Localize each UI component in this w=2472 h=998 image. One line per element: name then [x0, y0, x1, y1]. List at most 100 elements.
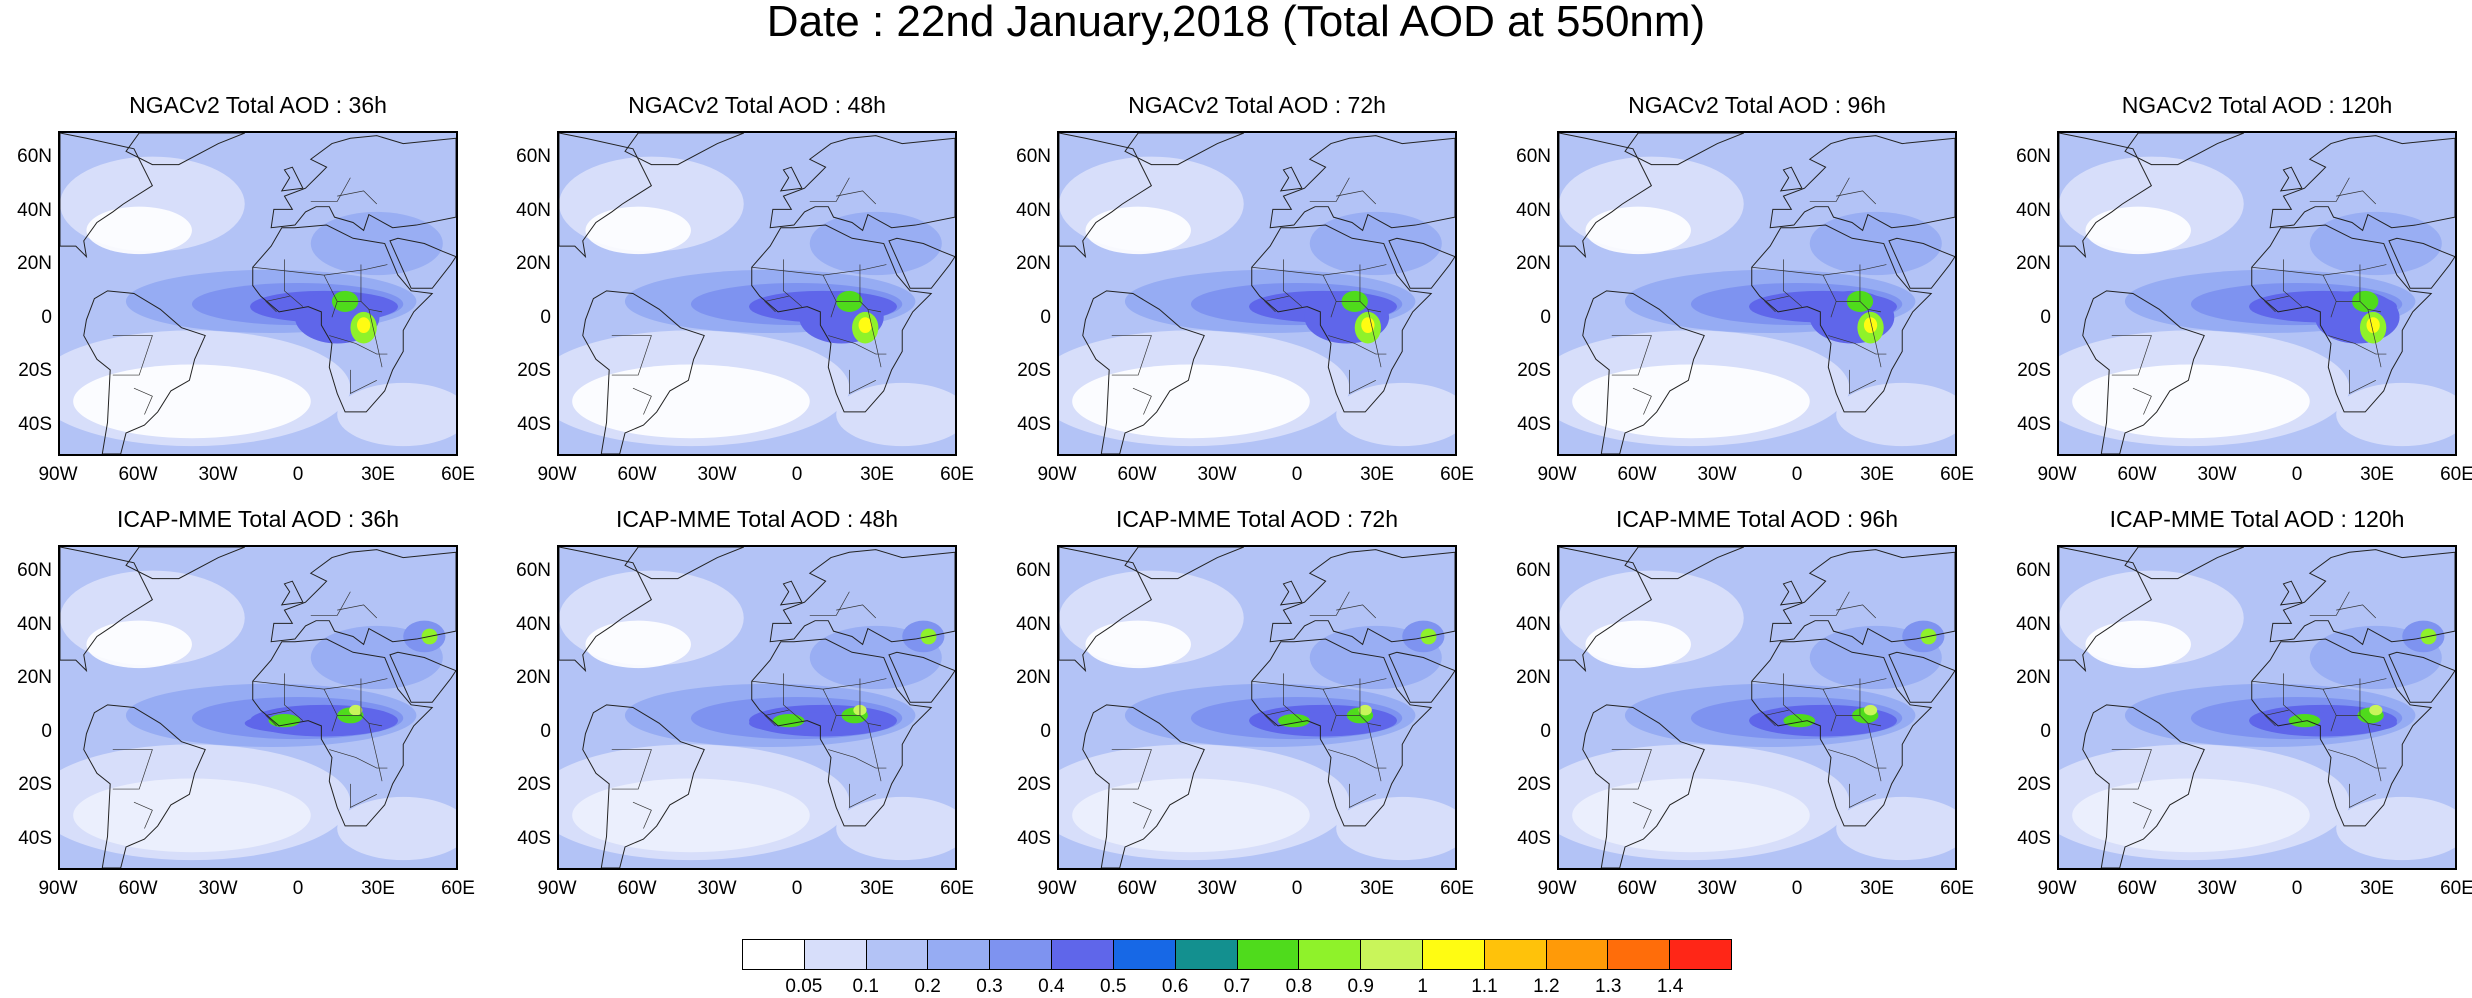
lat-tick-label: 20N — [1516, 667, 1551, 688]
country-border — [265, 295, 290, 313]
country-border — [2251, 264, 2387, 276]
coastline — [1082, 704, 1205, 868]
country-border — [1828, 335, 1887, 355]
coastline — [1582, 704, 1705, 868]
lat-tick-label: 0 — [1540, 720, 1551, 742]
coastline — [125, 133, 246, 166]
coastline — [270, 135, 456, 232]
panel-title: ICAP-MME Total AOD : 72h — [1115, 506, 1399, 532]
coastline — [1251, 638, 1433, 827]
aod-field — [1072, 364, 1310, 439]
coastline — [2059, 547, 2153, 673]
coastline — [2059, 133, 2153, 259]
aod-field — [86, 620, 192, 669]
country-border — [1836, 604, 1877, 619]
country-border — [2336, 190, 2377, 205]
country-border — [1251, 678, 1387, 690]
coastline — [125, 547, 246, 580]
country-border — [133, 801, 153, 829]
lat-tick-label: 40N — [1516, 199, 1551, 221]
coastline — [769, 549, 955, 646]
country-border — [1264, 295, 1289, 313]
country-border — [329, 749, 388, 769]
lon-tick-label: 30E — [1860, 878, 1894, 899]
lat-tick-label: 20N — [1516, 253, 1551, 274]
country-border — [2111, 335, 2152, 376]
aod-field — [836, 382, 955, 447]
country-border — [2132, 801, 2152, 829]
country-border — [1336, 301, 1382, 313]
panel-title: ICAP-MME Total AOD : 96h — [1615, 506, 1899, 532]
lat-tick-label: 20S — [1517, 360, 1551, 381]
lat-tick-label: 60N — [17, 560, 52, 581]
coastline — [1624, 133, 1745, 166]
lon-tick-label: 60W — [1617, 464, 1657, 485]
country-border — [337, 604, 378, 619]
aod-field — [809, 211, 942, 276]
coastline — [1779, 166, 1803, 192]
coastline — [751, 224, 933, 413]
lat-tick-label: 20S — [517, 360, 551, 381]
coastline — [779, 166, 803, 192]
aod-field — [1085, 620, 1191, 669]
coastline — [1888, 237, 1955, 289]
colorbar-level-label: 1.3 — [1595, 976, 1622, 997]
country-border — [764, 295, 789, 313]
lat-tick-label: 20N — [2016, 667, 2051, 688]
aod-field — [572, 778, 810, 853]
country-border — [836, 604, 877, 619]
country-border — [133, 387, 153, 415]
aod-field — [310, 211, 443, 276]
lat-tick-label: 40S — [2017, 413, 2051, 435]
lat-tick-label: 20S — [1017, 774, 1051, 795]
lon-tick-label: 30E — [2360, 878, 2394, 899]
country-border — [1783, 259, 1803, 307]
colorbar-swatch — [743, 940, 805, 969]
coastline — [1624, 547, 1745, 580]
lat-tick-label: 40N — [516, 613, 551, 635]
lon-tick-label: 60E — [1940, 464, 1974, 485]
aod-field — [1361, 317, 1375, 334]
country-border — [2322, 688, 2337, 732]
lon-tick-label: 0 — [1791, 878, 1803, 899]
lon-tick-label: 30E — [1860, 464, 1894, 485]
aod-field — [1809, 211, 1942, 276]
colorbar-level-label: 0.1 — [852, 976, 879, 997]
panel-title: NGACv2 Total AOD : 96h — [1628, 92, 1886, 118]
country-border — [310, 177, 351, 202]
coastline — [2388, 237, 2455, 289]
lon-tick-label: 0 — [1291, 878, 1303, 899]
country-border — [1764, 295, 1789, 313]
lon-tick-label: 0 — [791, 464, 803, 485]
lat-tick-label: 60N — [516, 560, 551, 581]
lat-tick-label: 40N — [2016, 199, 2051, 221]
colorbar-level-label: 0.8 — [1285, 976, 1313, 997]
country-border — [2264, 295, 2289, 313]
colorbar-level-label: 0.9 — [1347, 976, 1374, 997]
coastline — [1388, 237, 1455, 289]
coastline — [1279, 166, 1303, 192]
country-border — [867, 723, 882, 782]
colorbar-swatch — [866, 940, 929, 969]
lat-tick-label: 40S — [18, 413, 52, 435]
colorbar-level-label: 1 — [1417, 976, 1428, 997]
country-border — [112, 749, 153, 790]
country-border — [867, 309, 882, 368]
lon-tick-label: 60W — [617, 464, 657, 485]
country-border — [350, 783, 377, 809]
country-border — [1632, 387, 1652, 415]
country-border — [1611, 335, 1652, 376]
lon-tick-label: 60W — [617, 878, 657, 899]
country-border — [1867, 309, 1882, 368]
coastline — [1751, 224, 1933, 413]
country-border — [2309, 591, 2350, 616]
coastline — [1751, 638, 1933, 827]
aod-field — [73, 778, 311, 853]
country-border — [1849, 369, 1876, 395]
coastline — [389, 651, 456, 703]
lat-tick-label: 20S — [18, 774, 52, 795]
coastline — [1279, 580, 1303, 606]
country-border — [1836, 190, 1877, 205]
country-border — [112, 335, 153, 376]
country-border — [1828, 749, 1887, 769]
